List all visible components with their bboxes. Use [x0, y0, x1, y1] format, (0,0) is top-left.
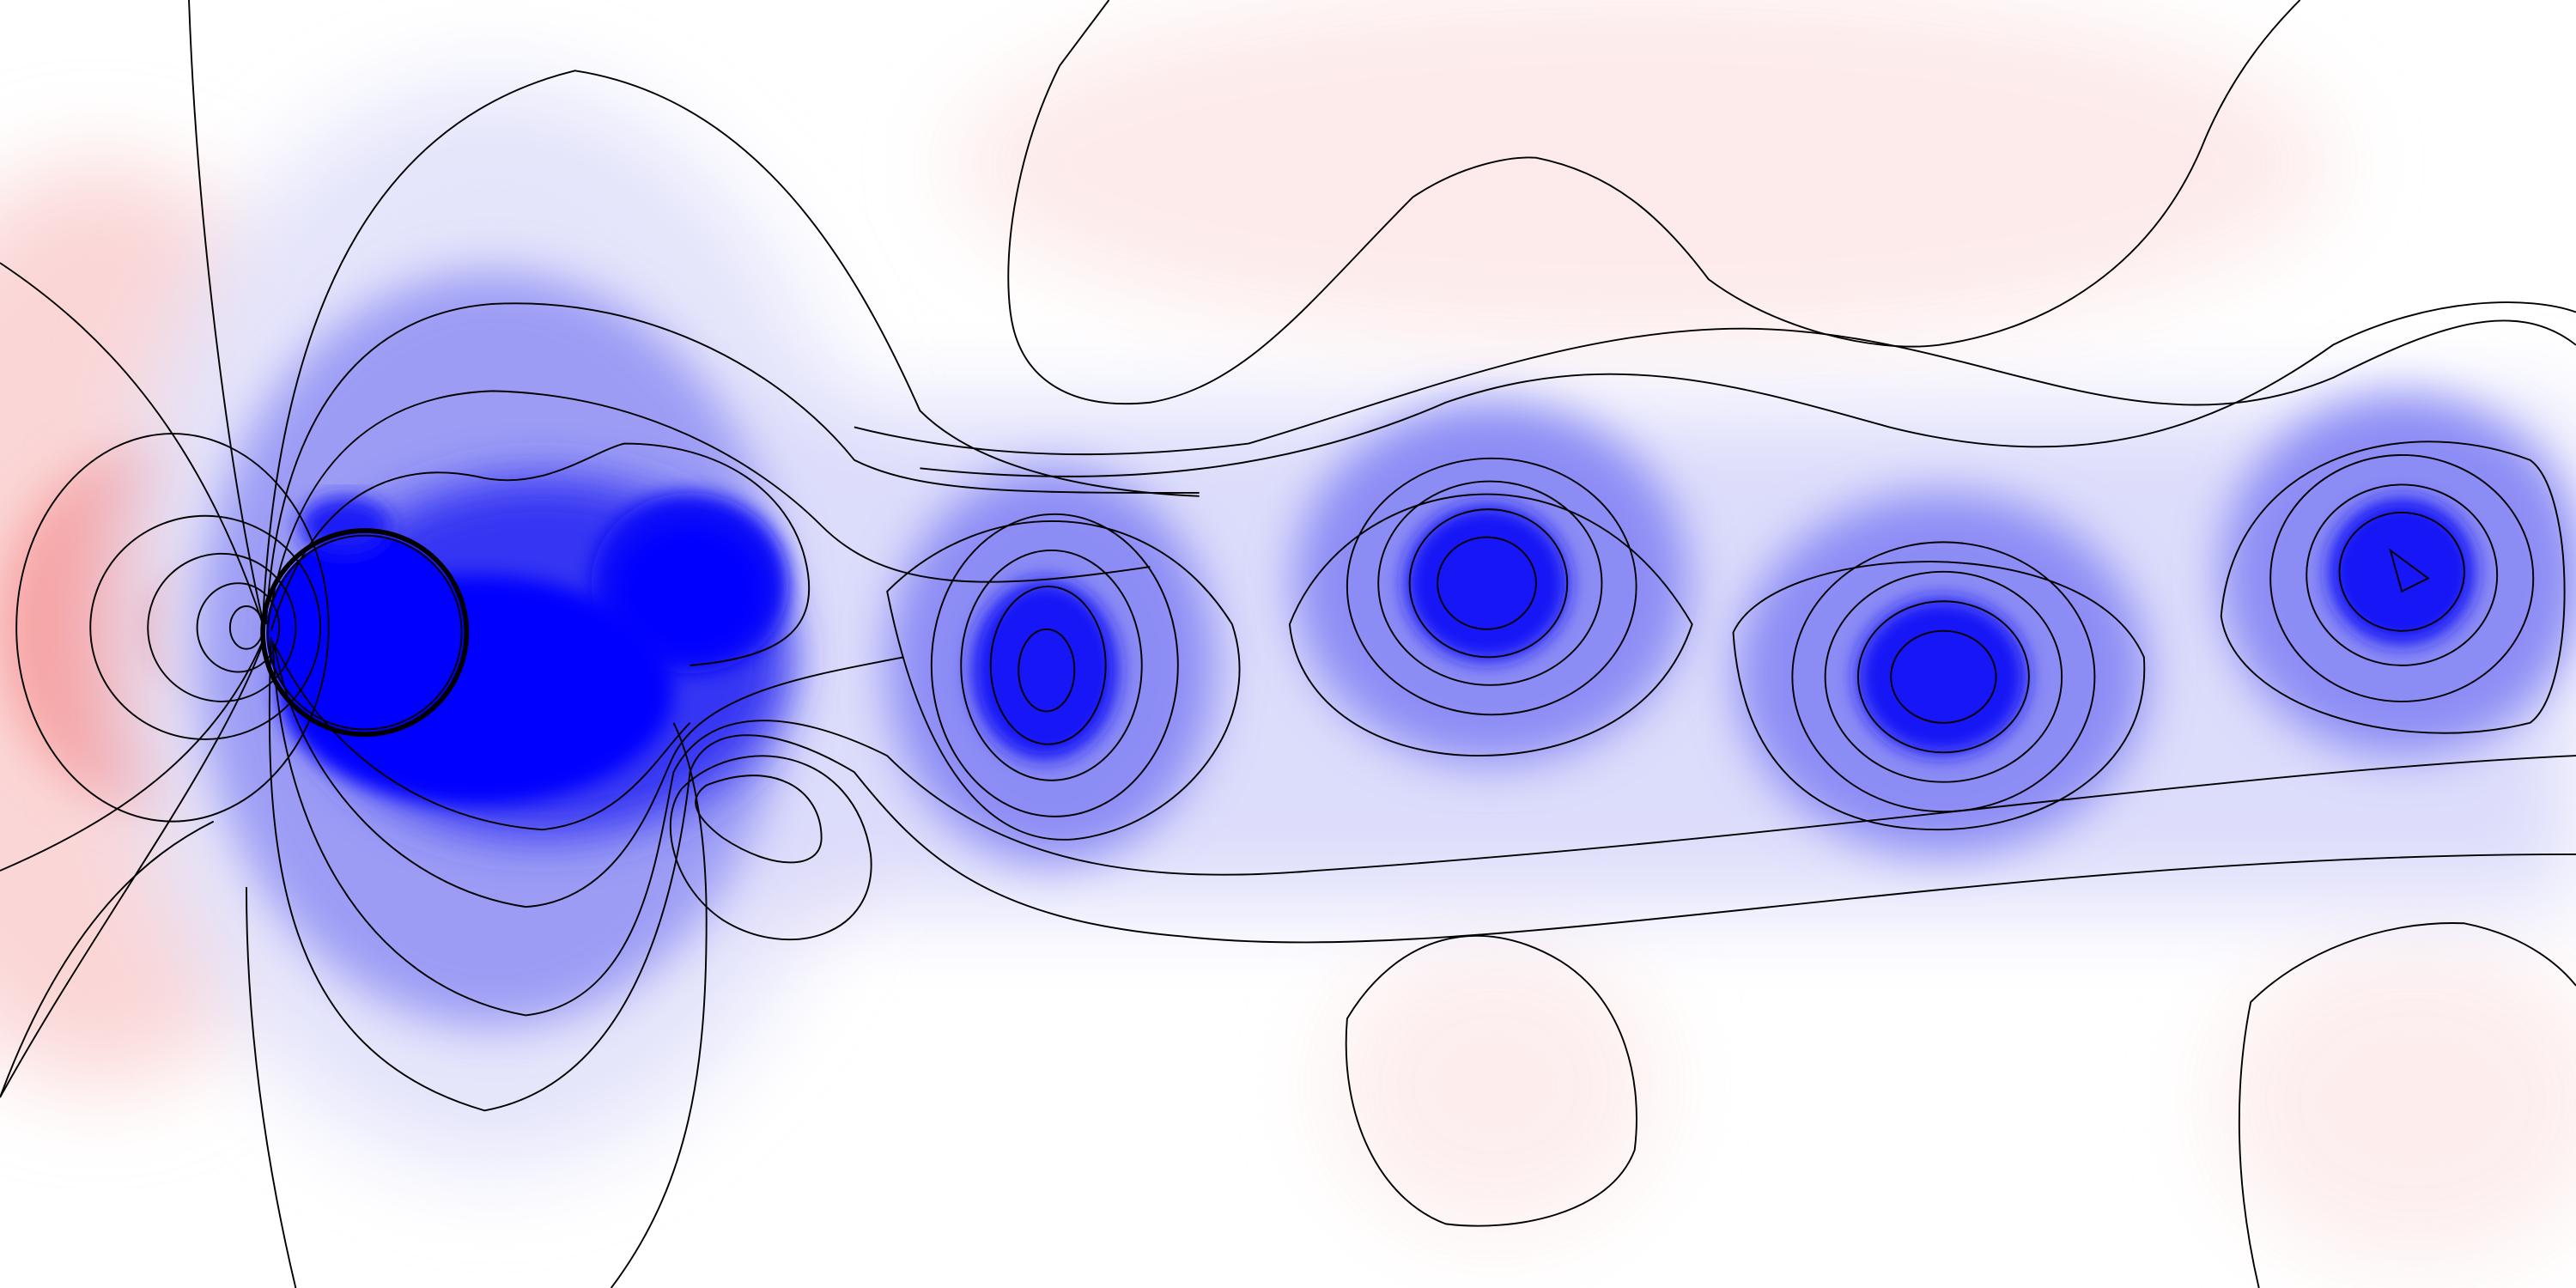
contour-line: [266, 390, 1151, 627]
contour-line: [271, 641, 2576, 1017]
contour-line: [2306, 483, 2499, 666]
contour-line: [2389, 548, 2430, 593]
contour-line: [610, 722, 708, 1288]
contour-line: [1059, 0, 1110, 67]
contour-line: [196, 582, 281, 673]
contour-line: [989, 586, 1107, 745]
contour-line: [930, 513, 1179, 817]
contour-line: [1345, 934, 1637, 1227]
wake-region: [114, 82, 2576, 1167]
contour-line: [2269, 454, 2535, 702]
contour-line: [1346, 457, 1637, 716]
contour-line: [1824, 570, 2063, 783]
contour-line: [1890, 629, 1997, 724]
high-pressure-region-lower-2: [2217, 936, 2576, 1266]
contour-line: [2338, 511, 2465, 632]
contour-line: [669, 755, 872, 941]
vortex-3: [1736, 492, 2148, 854]
contour-line: [268, 637, 2576, 1112]
vortex-2: [1294, 402, 1689, 764]
contour-line: [0, 643, 264, 1098]
contour-line: [920, 301, 2576, 477]
vortex-1: [887, 468, 1216, 863]
positive-pressure-regions: [673, 0, 2576, 1266]
contour-line: [960, 549, 1143, 781]
high-pressure-region-upper: [952, 0, 2333, 345]
cylinder-inner-ring: [266, 534, 463, 731]
contour-line: [1791, 541, 2096, 813]
contour-line: [0, 262, 264, 625]
contour-line: [854, 319, 2576, 456]
contour-line: [273, 643, 904, 908]
contour-line: [246, 887, 297, 1288]
contour-line: [1288, 493, 1693, 757]
contour-line: [1732, 561, 2146, 831]
contour-line: [264, 302, 1200, 625]
contour-line: [0, 640, 264, 872]
contour-line: [1377, 480, 1603, 686]
contour-line: [1007, 0, 2301, 405]
contour-line: [147, 552, 297, 702]
high-pressure-region-lower-1: [1330, 936, 1660, 1232]
contour-line: [1437, 536, 1537, 630]
contour-line: [2220, 440, 2566, 734]
contour-line: [1408, 508, 1569, 659]
contour-line: [695, 775, 823, 864]
cylinder-body: [260, 528, 470, 738]
contour-line: [270, 442, 811, 666]
contour-line: [89, 514, 322, 740]
contour-line: [886, 520, 1241, 841]
contour-line: [188, 0, 264, 622]
contour-line: [1856, 600, 2030, 754]
contour-line: [1018, 628, 1076, 713]
contour-line: [2238, 922, 2576, 1288]
contour-line: [262, 70, 1200, 622]
contour-line: [0, 820, 215, 1098]
